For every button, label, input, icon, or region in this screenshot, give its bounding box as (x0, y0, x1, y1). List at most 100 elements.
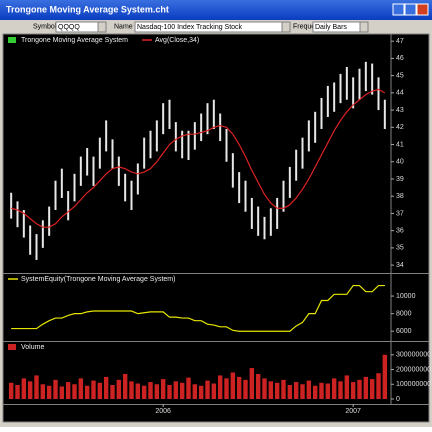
symbol-value: QQQQ (58, 24, 80, 31)
title-bar (0, 0, 432, 20)
y-tick-label: 40 (396, 159, 404, 166)
y-tick-label: 38 (396, 193, 404, 200)
volume-bar (15, 385, 20, 399)
volume-bar (325, 383, 331, 399)
volume-bar (300, 384, 305, 399)
volume-bar (243, 379, 248, 399)
volume-bar (8, 382, 14, 399)
volume-bar (186, 377, 191, 399)
volume-bar (34, 375, 39, 399)
volume-bar (211, 383, 217, 399)
volume-bar (281, 379, 286, 399)
y-tick-label: 8000 (396, 310, 412, 317)
volume-bar (72, 384, 77, 399)
volume-bar (293, 382, 299, 399)
x-tick-label: 2007 (345, 408, 361, 415)
symbol-dropdown[interactable] (97, 21, 107, 33)
legend-label: Trongone Moving Average System (21, 37, 128, 44)
y-tick-label: 46 (396, 55, 404, 62)
volume-bar (65, 382, 71, 399)
frequency-dropdown[interactable] (359, 21, 369, 33)
y-tick-label: 45 (396, 72, 404, 79)
volume-bar (179, 382, 185, 399)
volume-bar (59, 386, 65, 399)
volume-bar (192, 384, 198, 399)
y-tick-label: 43 (396, 107, 404, 114)
y-tick-label: 39 (396, 176, 404, 183)
y-tick-label: 0 (396, 396, 400, 403)
volume-bar (53, 379, 58, 399)
volume-bar (97, 382, 103, 399)
name-value: Nasdaq-100 Index Tracking Stock (137, 24, 243, 31)
y-tick-label: 44 (396, 90, 404, 97)
y-tick-label: 34 (396, 262, 404, 269)
y-tick-label: 35 (396, 245, 404, 252)
volume-bar (376, 373, 381, 399)
y-tick-label: 200000000 (396, 366, 431, 373)
volume-bar (363, 376, 369, 399)
volume-bar (230, 372, 236, 399)
volume-bar (350, 382, 356, 399)
y-tick-label: 41 (396, 141, 404, 148)
volume-bar (148, 382, 153, 399)
volume-bar (331, 378, 337, 399)
volume-bar (236, 376, 242, 399)
legend-swatch (8, 344, 16, 350)
volume-bar (135, 383, 141, 399)
volume-bar (274, 382, 280, 399)
y-tick-label: 36 (396, 228, 404, 235)
maximize-button[interactable] (404, 3, 417, 16)
name-dropdown[interactable] (281, 21, 291, 33)
chart-area (2, 33, 430, 423)
volume-bar (205, 380, 210, 399)
legend-label: Avg(Close,34) (155, 37, 199, 44)
volume-bar (382, 354, 388, 399)
volume-bar (357, 379, 362, 399)
volume-bar (154, 384, 160, 399)
volume-bar (338, 381, 343, 399)
y-tick-label: 37 (396, 210, 404, 217)
series-line (11, 88, 386, 228)
volume-bar (160, 379, 166, 399)
frequency-label: Frequency (293, 23, 327, 30)
volume-bar (262, 378, 267, 399)
y-tick-label: 42 (396, 124, 404, 131)
volume-bar (167, 385, 172, 399)
frequency-value: Daily Bars (315, 24, 347, 31)
legend-label: Volume (21, 344, 44, 351)
volume-bar (287, 385, 293, 399)
volume-bar (40, 384, 46, 399)
y-tick-label: 10000 (396, 293, 416, 300)
x-tick-label: 2006 (155, 408, 171, 415)
legend-swatch (8, 37, 16, 43)
volume-bar (344, 375, 350, 399)
volume-bar (21, 378, 27, 399)
y-tick-label: 100000000 (396, 381, 431, 388)
close-button[interactable] (416, 3, 429, 16)
y-tick-label: 300000000 (396, 352, 431, 359)
volume-bar (224, 378, 229, 399)
volume-bar (312, 385, 318, 399)
volume-bar (217, 375, 223, 399)
volume-bar (249, 368, 255, 399)
volume-bar (110, 385, 115, 399)
volume-bar (91, 380, 96, 399)
window-title: Trongone Moving Average System.cht (6, 4, 169, 14)
y-tick-label: 47 (396, 38, 404, 45)
volume-bar (27, 381, 33, 399)
volume-bar (122, 373, 128, 399)
volume-bar (78, 378, 84, 399)
series-line (11, 284, 385, 332)
volume-bar (116, 379, 122, 399)
y-tick-label: 6000 (396, 328, 412, 335)
volume-bar (173, 381, 179, 399)
volume-bar (103, 376, 109, 399)
volume-bar (129, 381, 134, 399)
name-label: Name (114, 23, 133, 30)
volume-bar (198, 385, 204, 399)
minimize-button[interactable] (392, 3, 405, 16)
volume-bar (84, 385, 90, 399)
symbol-label: Symbol (33, 23, 57, 30)
volume-bar (46, 385, 52, 399)
